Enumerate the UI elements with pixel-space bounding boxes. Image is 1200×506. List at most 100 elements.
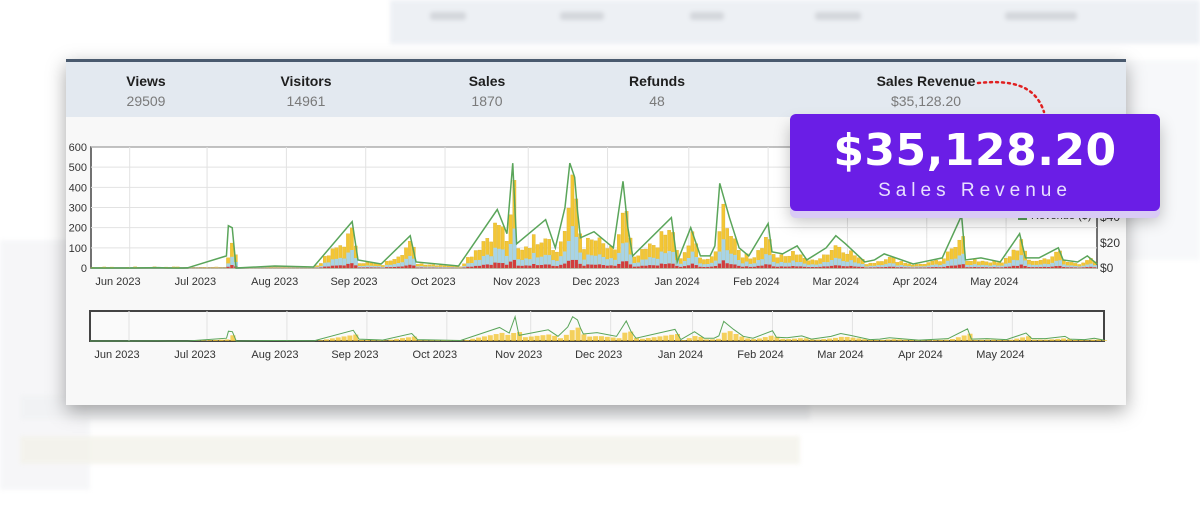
bar-visitors [330, 259, 335, 268]
bar-visitors [551, 260, 556, 268]
bar-visitors [528, 259, 533, 268]
bar-visitors [570, 226, 575, 268]
bar-sales [671, 263, 675, 268]
navigator-bar [1072, 339, 1078, 341]
bar-visitors [1062, 264, 1067, 268]
bar-visitors [501, 249, 506, 268]
bar-sales [1066, 267, 1070, 268]
bar-sales [810, 267, 814, 268]
bar-sales [617, 263, 621, 268]
bar-sales [388, 267, 393, 268]
bar-sales [594, 264, 598, 268]
bar-visitors [578, 252, 583, 268]
navigator-bar [394, 338, 400, 341]
bar-visitors [265, 267, 269, 268]
bar-visitors [327, 262, 331, 268]
bar-visitors [1073, 265, 1078, 268]
bar-visitors [543, 254, 548, 268]
bar-sales [768, 264, 772, 268]
bar-sales [1008, 266, 1012, 268]
bar-visitors [582, 259, 587, 268]
navigator-bar [1031, 339, 1037, 341]
navigator-bar [639, 338, 645, 341]
navigator-bar [505, 334, 511, 341]
bar-visitors [764, 254, 769, 268]
navigator-bar [985, 339, 991, 341]
bar-sales [477, 265, 482, 268]
navigator-bar [897, 339, 903, 341]
navigator-bar [663, 335, 669, 341]
bar-visitors [706, 263, 711, 268]
bar-sales [934, 267, 938, 268]
bar-sales [1085, 267, 1089, 268]
navigator-bar [792, 338, 797, 341]
bar-visitors [640, 259, 645, 268]
navigator-bar [1026, 336, 1031, 341]
navigator-bar [850, 337, 856, 341]
bar-visitors [768, 255, 772, 268]
bar-sales [779, 266, 783, 268]
bar-visitors [594, 255, 598, 268]
bar-visitors [1085, 264, 1090, 268]
bar-visitors [864, 266, 869, 268]
navigator-bar [563, 334, 569, 341]
bar-visitors [1093, 265, 1097, 268]
bar-sales [361, 267, 366, 268]
bar-sales [385, 267, 389, 268]
navigator-bar [382, 340, 388, 341]
navigator-bar [201, 340, 207, 341]
navigator-bar [540, 335, 546, 341]
bar-visitors [822, 262, 827, 268]
navigator-bar [979, 339, 985, 341]
bar-sales [744, 266, 749, 268]
navigator-x-label: Sep 2023 [331, 349, 378, 361]
navigator-bar [546, 334, 552, 341]
bar-sales [481, 264, 486, 268]
navigator-bar [832, 337, 838, 341]
navigator-bar [955, 337, 961, 341]
bar-sales [601, 265, 606, 268]
bar-sales [505, 264, 509, 268]
bar-visitors [741, 263, 745, 268]
navigator-bar [528, 336, 534, 341]
right-tick: $20 [1100, 236, 1121, 250]
navigator-bar [230, 335, 236, 341]
bar-sales [818, 266, 822, 268]
bar-sales [1062, 267, 1066, 268]
bar-visitors [334, 258, 339, 268]
y-tick-label: 500 [69, 162, 87, 174]
bar-visitors [477, 259, 482, 268]
navigator-bar [610, 337, 616, 341]
bar-visitors [969, 264, 974, 268]
stat-value: 14961 [286, 93, 326, 109]
bar-visitors [284, 267, 289, 268]
bar-sales [551, 265, 555, 268]
bar-sales [377, 267, 381, 268]
bar-sales [1000, 267, 1004, 268]
bar-visitors [288, 267, 293, 268]
bar-sales [771, 266, 776, 268]
bar-visitors [508, 244, 513, 268]
stat-views: Views 29509 [76, 73, 216, 109]
bar-sales [872, 267, 876, 268]
bar-visitors [961, 253, 966, 268]
navigator-bar [329, 338, 335, 341]
bar-visitors [648, 257, 653, 268]
bar-sales [833, 265, 838, 268]
bar-visitors [1000, 265, 1005, 268]
bar-sales [412, 265, 416, 268]
x-tick-label: Nov 2023 [493, 276, 540, 288]
bar-visitors [1089, 263, 1094, 268]
bar-visitors [532, 252, 536, 268]
bar-sales [992, 267, 996, 268]
bar-visitors [957, 255, 962, 268]
navigator-bar [692, 336, 698, 341]
bar-visitors [930, 264, 935, 268]
bar-sales [555, 266, 559, 268]
bar-visitors [1019, 255, 1024, 268]
bar-visitors [895, 265, 900, 268]
bar-visitors [787, 262, 792, 268]
navigator-bar [909, 339, 914, 341]
bar-sales [876, 267, 880, 268]
bar-visitors [679, 263, 683, 268]
